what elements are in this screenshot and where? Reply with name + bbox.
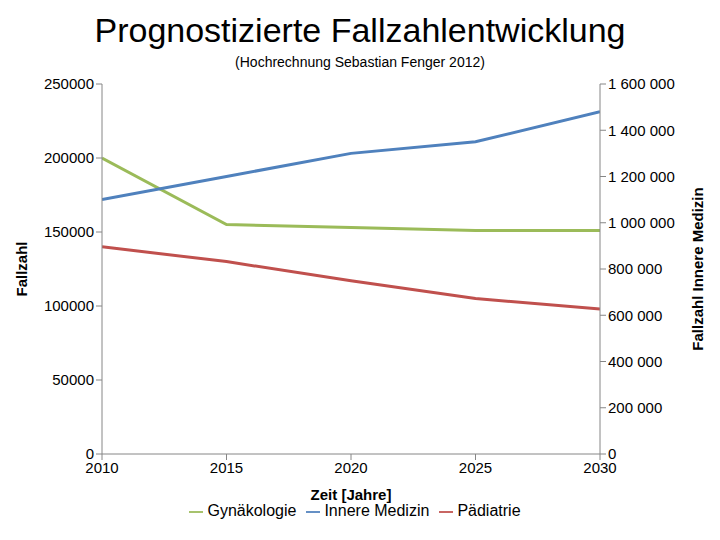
svg-text:100000: 100000 (44, 297, 94, 314)
svg-text:2010: 2010 (85, 458, 119, 476)
svg-text:200 000: 200 000 (608, 399, 662, 416)
svg-text:1 400 000: 1 400 000 (608, 122, 675, 139)
html-text:(Hochrechnung Sebastian Fenger: (Hochrechnung Sebastian Fenger 2012) (235, 54, 485, 70)
html-text:Gynäkologie: Gynäkologie (207, 502, 297, 519)
svg-text:150000: 150000 (44, 223, 94, 240)
svg-text:1 200 000: 1 200 000 (608, 168, 675, 185)
svg-text:Fallzahl Innere Medizin: Fallzahl Innere Medizin (689, 187, 706, 350)
svg-text:1 000 000: 1 000 000 (608, 214, 675, 231)
svg-text:0: 0 (608, 445, 616, 462)
html-text:Prognostizierte Fallzahlentwic: Prognostizierte Fallzahlentwicklung (94, 11, 626, 49)
svg-text:2020: 2020 (334, 459, 367, 476)
svg-text:2030: 2030 (583, 458, 617, 476)
svg-text:Fallzahl: Fallzahl (13, 241, 30, 296)
svg-text:200000: 200000 (44, 149, 94, 166)
svg-text:0: 0 (86, 445, 94, 462)
svg-text:2025: 2025 (459, 459, 492, 476)
svg-text:800 000: 800 000 (608, 260, 662, 277)
svg-text:2015: 2015 (210, 459, 243, 476)
svg-text:1 600 000: 1 600 000 (608, 75, 675, 92)
svg-text:600 000: 600 000 (608, 307, 662, 324)
svg-text:400 000: 400 000 (608, 353, 662, 370)
svg-text:Zeit [Jahre]: Zeit [Jahre] (311, 486, 392, 503)
html-text:Innere Medizin: Innere Medizin (324, 502, 430, 519)
svg-text:50000: 50000 (52, 371, 94, 388)
svg-text:250000: 250000 (44, 75, 94, 92)
html-text:Pädiatrie: Pädiatrie (457, 502, 521, 519)
